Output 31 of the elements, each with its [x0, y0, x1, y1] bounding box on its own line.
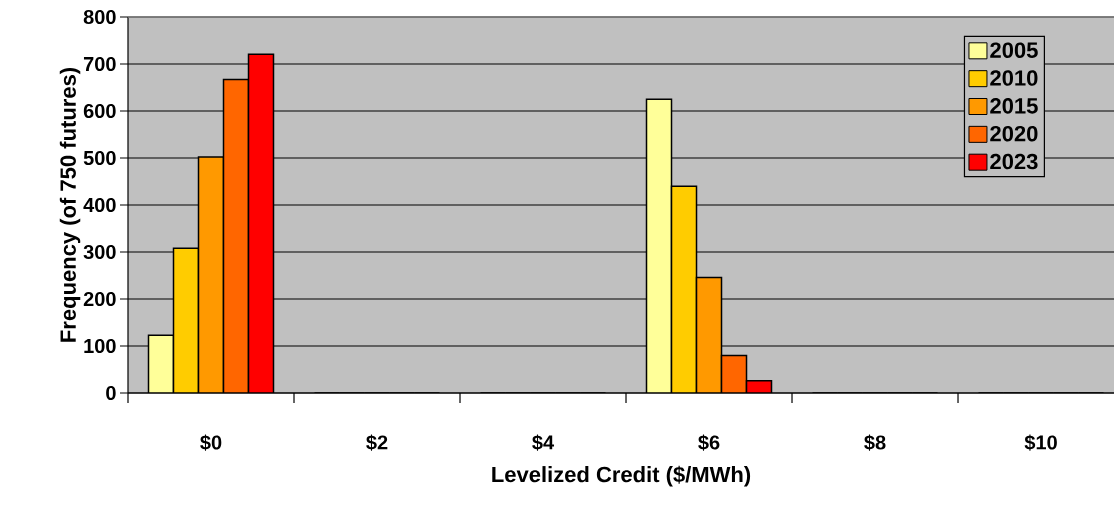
legend-label: 2023 [990, 153, 1038, 170]
legend-label: 2015 [990, 98, 1038, 114]
bar [198, 157, 224, 393]
y-axis-title: Frequency (of 750 futures) [59, 67, 81, 342]
x-tick-label: $2 [366, 434, 388, 451]
legend-label: 2010 [990, 70, 1038, 86]
x-tick-label: $6 [698, 434, 720, 451]
legend-label: 2020 [990, 125, 1038, 142]
bar [671, 186, 697, 393]
bar [223, 79, 249, 393]
y-tick-label: 0 [106, 385, 116, 401]
y-tick-label: 500 [83, 150, 116, 166]
bar [696, 277, 722, 393]
x-axis-title: Levelized Credit ($/MWh) [492, 465, 751, 487]
y-tick-label: 700 [83, 56, 116, 72]
x-tick-label: $10 [1024, 434, 1057, 451]
legend-label: 2005 [990, 42, 1038, 58]
bar [173, 248, 199, 393]
y-tick-label: 200 [83, 291, 116, 307]
x-tick-label: $0 [200, 434, 222, 451]
bar [148, 335, 174, 393]
bar [721, 355, 747, 393]
y-tick-label: 800 [83, 9, 116, 25]
bar [646, 99, 672, 393]
y-tick-label: 400 [83, 197, 116, 213]
y-tick-label: 600 [83, 103, 116, 119]
bar [248, 54, 274, 393]
x-tick-label: $8 [864, 434, 886, 451]
x-tick-label: $4 [532, 434, 555, 451]
y-tick-label: 100 [84, 338, 116, 354]
y-tick-label: 300 [83, 244, 116, 260]
